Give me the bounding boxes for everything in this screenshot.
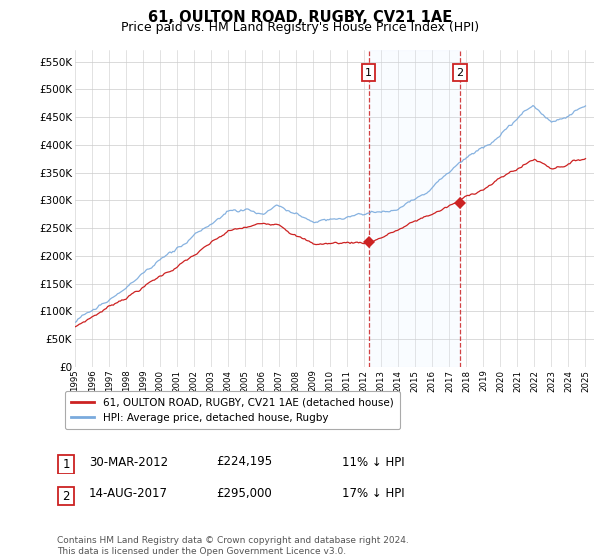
Text: 1: 1 xyxy=(62,458,70,471)
Legend: 61, OULTON ROAD, RUGBY, CV21 1AE (detached house), HPI: Average price, detached : 61, OULTON ROAD, RUGBY, CV21 1AE (detach… xyxy=(65,391,400,429)
Text: £224,195: £224,195 xyxy=(216,455,272,469)
FancyBboxPatch shape xyxy=(58,455,74,474)
Text: 2: 2 xyxy=(457,68,463,77)
Text: 61, OULTON ROAD, RUGBY, CV21 1AE: 61, OULTON ROAD, RUGBY, CV21 1AE xyxy=(148,10,452,25)
Text: 30-MAR-2012: 30-MAR-2012 xyxy=(89,455,168,469)
Text: £295,000: £295,000 xyxy=(216,487,272,501)
FancyBboxPatch shape xyxy=(58,487,74,506)
Text: 2: 2 xyxy=(62,489,70,503)
Text: Price paid vs. HM Land Registry's House Price Index (HPI): Price paid vs. HM Land Registry's House … xyxy=(121,21,479,34)
Bar xyxy=(368,50,460,367)
Text: Contains HM Land Registry data © Crown copyright and database right 2024.
This d: Contains HM Land Registry data © Crown c… xyxy=(57,536,409,556)
Text: 14-AUG-2017: 14-AUG-2017 xyxy=(89,487,168,501)
Text: 1: 1 xyxy=(365,68,372,77)
Text: 17% ↓ HPI: 17% ↓ HPI xyxy=(342,487,404,501)
Text: 11% ↓ HPI: 11% ↓ HPI xyxy=(342,455,404,469)
